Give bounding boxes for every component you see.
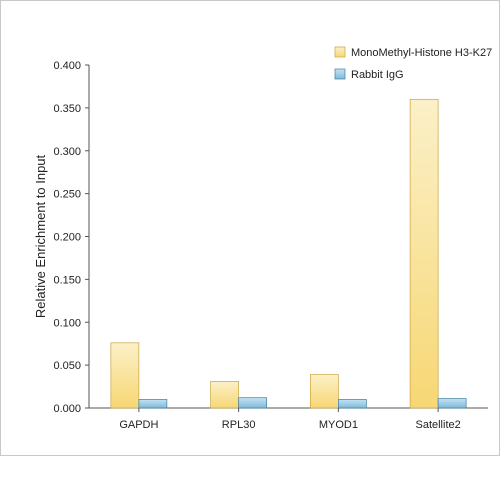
x-category-label: GAPDH — [119, 419, 158, 431]
y-tick-label: 0.400 — [53, 60, 81, 72]
bar-myod1-series-0 — [310, 374, 339, 409]
chart-frame: 0.000 0.050 0.100 0.150 0.200 0.250 0.300 0.350… — [0, 0, 500, 456]
y-tick-label: 0.050 — [53, 360, 81, 372]
y-tick-label: 0.100 — [53, 317, 81, 329]
y-tick-label: 0.200 — [53, 232, 81, 244]
x-category-label: MYOD1 — [319, 419, 358, 431]
y-tick-label: 0.000 — [53, 403, 81, 415]
y-tick-label: 0.250 — [53, 189, 81, 201]
legend-label: Rabbit IgG — [351, 69, 404, 81]
x-category-label: Satellite2 — [415, 419, 460, 431]
y-axis-title: Relative Enrichment to Input — [33, 154, 48, 318]
bar-gapdh-series-1 — [138, 399, 168, 409]
bar-satellite2-series-0 — [409, 98, 439, 409]
y-ticks: 0.000 0.050 0.100 0.150 0.200 0.250 0.300 0.350… — [53, 60, 89, 415]
legend-swatch — [334, 46, 346, 58]
bars — [110, 98, 467, 409]
y-tick-label: 0.150 — [53, 274, 81, 286]
bar-chart: 0.000 0.050 0.100 0.150 0.200 0.250 0.300 0.350… — [33, 46, 492, 431]
x-category-label: RPL30 — [222, 419, 256, 431]
legend: MonoMethyl-Histone H3-K27 Rabbit IgG — [334, 46, 492, 81]
bar-satellite2-series-1 — [437, 398, 467, 409]
bar-rpl30-series-0 — [210, 381, 239, 409]
legend-label: MonoMethyl-Histone H3-K27 — [351, 47, 492, 59]
x-categories: GAPDH RPL30 MYOD1 Satellite2 — [119, 408, 461, 431]
bar-gapdh-series-0 — [110, 342, 140, 409]
bar-rpl30-series-1 — [238, 397, 267, 409]
legend-swatch — [334, 68, 346, 80]
y-tick-label: 0.350 — [53, 103, 81, 115]
bar-myod1-series-1 — [338, 399, 367, 409]
y-tick-label: 0.300 — [53, 146, 81, 158]
